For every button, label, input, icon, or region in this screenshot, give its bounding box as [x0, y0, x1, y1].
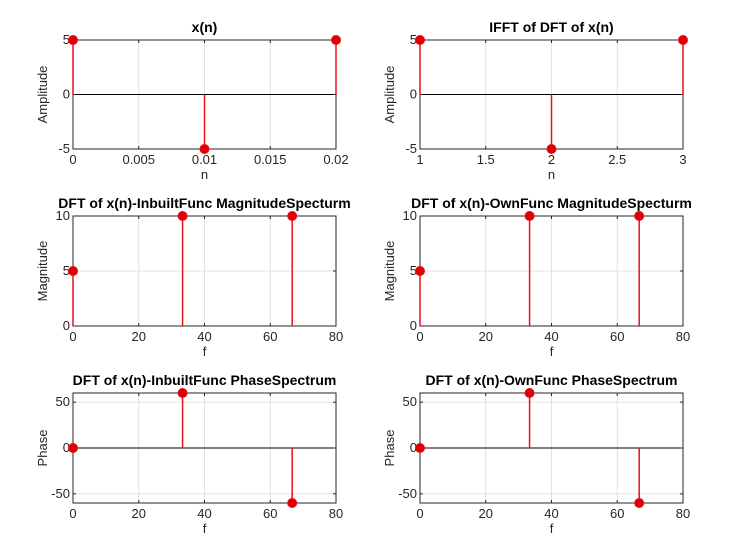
stem-marker — [415, 443, 425, 453]
x-tick-label: 0.015 — [254, 152, 287, 167]
x-tick-label: 20 — [479, 329, 493, 344]
stem-marker — [415, 35, 425, 45]
x-tick-label: 0.01 — [192, 152, 217, 167]
x-tick-label: 60 — [610, 329, 624, 344]
y-tick-label: 0 — [410, 87, 417, 102]
y-tick-label: 5 — [410, 32, 417, 47]
y-tick-label: 0 — [410, 318, 417, 333]
x-tick-label: 80 — [329, 506, 343, 521]
x-tick-label: 60 — [263, 506, 277, 521]
subplot-title: DFT of x(n)-InbuiltFunc MagnitudeSpectur… — [58, 195, 350, 211]
y-tick-label: 5 — [63, 263, 70, 278]
x-tick-label: 20 — [132, 506, 146, 521]
stem-marker — [68, 443, 78, 453]
y-tick-label: 50 — [56, 394, 70, 409]
x-tick-label: 0 — [416, 506, 423, 521]
x-axis-label: f — [203, 521, 207, 536]
subplot-2: 1 1.5 2 2.5 3 -5 0 5 IFFT of DFT of x(n) n Amplitu… — [382, 19, 688, 182]
y-axis-label: Amplitude — [382, 66, 397, 124]
y-tick-label: 10 — [403, 208, 417, 223]
stem-marker — [634, 498, 645, 508]
stem-marker — [524, 211, 535, 221]
y-tick-label: 0 — [63, 440, 70, 455]
subplot-title: DFT of x(n)-InbuiltFunc PhaseSpectrum — [73, 372, 337, 388]
stem-marker — [68, 35, 78, 45]
x-axis-label: n — [548, 167, 555, 182]
y-tick-label: -5 — [58, 141, 70, 156]
y-tick-label: 0 — [63, 87, 70, 102]
x-axis-label: f — [550, 344, 554, 359]
stem-marker — [68, 266, 78, 276]
stem-marker — [415, 266, 425, 276]
x-tick-label: 80 — [676, 506, 690, 521]
y-tick-label: -50 — [51, 486, 70, 501]
y-axis-label: Magnitude — [35, 241, 50, 302]
x-tick-label: 40 — [544, 329, 558, 344]
y-tick-label: 10 — [56, 208, 70, 223]
x-tick-label: 60 — [263, 329, 277, 344]
subplot-6: 0 20 40 60 80 -50 0 50 DFT of x(n)-OwnFunc Phase… — [382, 372, 690, 536]
x-tick-label: 0.02 — [323, 152, 348, 167]
subplot-title: DFT of x(n)-OwnFunc PhaseSpectrum — [425, 372, 677, 388]
x-tick-label: 40 — [197, 329, 211, 344]
x-tick-label: 20 — [479, 506, 493, 521]
stem-marker — [546, 144, 557, 154]
y-tick-label: -50 — [398, 486, 417, 501]
stem-marker — [177, 211, 188, 221]
x-tick-label: 40 — [544, 506, 558, 521]
y-tick-label: 0 — [63, 318, 70, 333]
y-tick-label: 0 — [410, 440, 417, 455]
x-axis-label: n — [201, 167, 208, 182]
stem-marker — [287, 498, 298, 508]
x-axis-label: f — [203, 344, 207, 359]
x-tick-label: 1 — [416, 152, 423, 167]
x-tick-label: 0 — [69, 329, 76, 344]
subplot-title: x(n) — [192, 19, 218, 35]
y-tick-label: 5 — [410, 263, 417, 278]
x-tick-label: 3 — [679, 152, 686, 167]
x-tick-label: 2.5 — [608, 152, 626, 167]
subplot-title: IFFT of DFT of x(n) — [489, 19, 613, 35]
x-tick-label: 0.005 — [122, 152, 155, 167]
x-tick-label: 2 — [548, 152, 555, 167]
stem-marker — [199, 144, 210, 154]
x-tick-label: 80 — [329, 329, 343, 344]
subplot-title: DFT of x(n)-OwnFunc MagnitudeSpecturm — [411, 195, 692, 211]
y-axis-label: Amplitude — [35, 66, 50, 124]
stem-marker — [524, 388, 535, 398]
y-tick-label: -5 — [405, 141, 417, 156]
stem-marker — [331, 35, 341, 45]
x-tick-label: 80 — [676, 329, 690, 344]
y-axis-label: Phase — [35, 430, 50, 467]
x-tick-label: 0 — [416, 329, 423, 344]
x-tick-label: 1.5 — [477, 152, 495, 167]
x-tick-label: 0 — [69, 506, 76, 521]
y-tick-label: 5 — [63, 32, 70, 47]
x-tick-label: 40 — [197, 506, 211, 521]
y-axis-label: Magnitude — [382, 241, 397, 302]
stem-marker — [177, 388, 188, 398]
stem-marker — [287, 211, 298, 221]
x-tick-label: 60 — [610, 506, 624, 521]
x-axis-label: f — [550, 521, 554, 536]
stem-marker — [678, 35, 688, 45]
y-axis-label: Phase — [382, 430, 397, 467]
x-tick-label: 20 — [132, 329, 146, 344]
y-tick-label: 50 — [403, 394, 417, 409]
stem-marker — [634, 211, 645, 221]
x-tick-label: 0 — [69, 152, 76, 167]
